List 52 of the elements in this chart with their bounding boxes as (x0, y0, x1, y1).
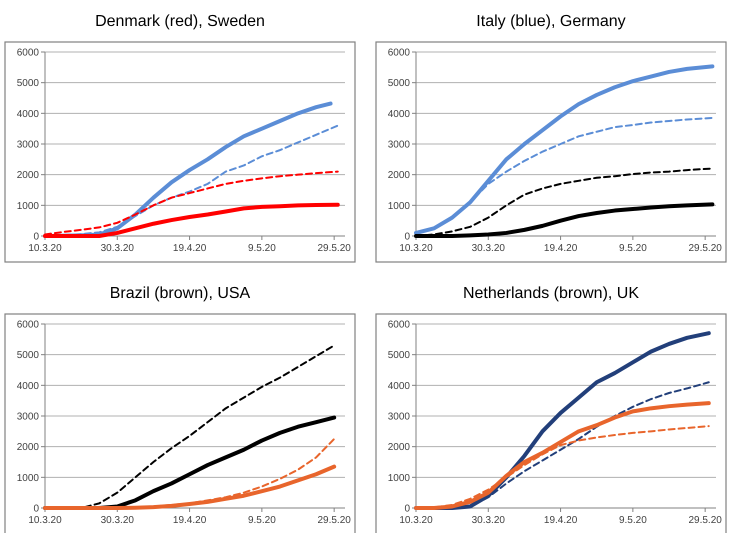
y-tick-label: 6000 (16, 320, 40, 330)
y-tick-label: 4000 (388, 380, 410, 392)
y-tick-label: 4000 (16, 108, 40, 120)
x-tick-label: 19.4.20 (172, 515, 207, 526)
x-tick-label: 19.4.20 (544, 515, 578, 526)
y-tick-label: 2000 (388, 442, 410, 454)
y-tick-label: 4000 (16, 380, 40, 392)
chart-title: Italy (blue), Germany (476, 13, 626, 30)
y-tick-label: 0 (404, 504, 410, 514)
y-tick-label: 5000 (388, 350, 410, 362)
y-tick-label: 0 (33, 504, 40, 514)
y-tick-label: 1000 (16, 200, 40, 212)
x-tick-label: 19.4.20 (172, 243, 207, 254)
y-tick-label: 6000 (388, 320, 410, 330)
y-tick-label: 0 (33, 232, 40, 242)
y-tick-label: 1000 (16, 472, 40, 484)
x-tick-label: 29.5.20 (317, 515, 352, 526)
x-tick-label: 9.5.20 (618, 515, 648, 526)
y-tick-label: 4000 (388, 108, 410, 120)
x-tick-label: 30.3.20 (100, 515, 134, 526)
x-tick-label: 29.5.20 (688, 243, 722, 254)
x-tick-label: 30.3.20 (472, 515, 506, 526)
y-tick-label: 1000 (388, 200, 410, 212)
y-tick-label: 5000 (16, 78, 40, 90)
y-tick-label: 5000 (388, 78, 410, 90)
x-tick-label: 9.5.20 (248, 515, 276, 526)
x-tick-label: 10.3.20 (28, 243, 62, 254)
y-tick-label: 3000 (16, 140, 40, 150)
x-tick-label: 30.3.20 (100, 243, 134, 254)
x-tick-label: 10.3.20 (28, 515, 62, 526)
y-tick-label: 2000 (16, 170, 40, 182)
chart-title: Brazil (brown), USA (110, 285, 251, 302)
y-tick-label: 5000 (16, 350, 40, 362)
y-tick-label: 1000 (388, 472, 410, 484)
y-tick-label: 2000 (388, 170, 410, 182)
chart-title: Netherlands (brown), UK (462, 285, 640, 302)
x-tick-label: 29.5.20 (317, 243, 352, 254)
x-tick-label: 29.5.20 (688, 515, 722, 526)
y-tick-label: 6000 (388, 48, 410, 58)
x-tick-label: 9.5.20 (248, 243, 276, 254)
y-tick-label: 6000 (16, 48, 40, 58)
y-tick-label: 3000 (388, 412, 410, 422)
x-tick-label: 10.3.20 (399, 515, 434, 526)
chart-title: Denmark (red), Sweden (95, 13, 265, 30)
x-tick-label: 30.3.20 (472, 243, 506, 254)
y-tick-label: 0 (404, 232, 410, 242)
x-tick-label: 9.5.20 (618, 243, 648, 254)
y-tick-label: 3000 (16, 412, 40, 422)
x-tick-label: 19.4.20 (544, 243, 578, 254)
x-tick-label: 10.3.20 (399, 243, 434, 254)
y-tick-label: 2000 (16, 442, 40, 454)
y-tick-label: 3000 (388, 140, 410, 150)
